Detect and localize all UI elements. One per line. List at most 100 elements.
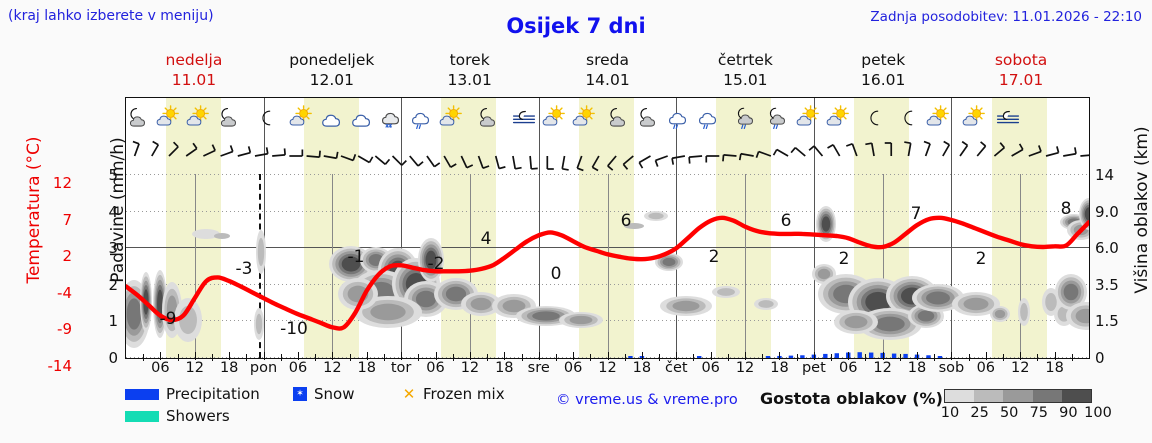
weather-icon-sun-cloud [438,105,464,131]
x-tick-6 [160,352,162,360]
x-tick-78 [573,352,575,360]
x-tick-156 [1020,352,1022,360]
svg-text:6: 6 [621,211,632,231]
precipitation-tick-3: 2 [108,275,118,294]
x-axis-label-15: čet [664,360,688,376]
x-tick-84 [607,352,609,360]
x-axis-label-21: 12 [873,360,892,376]
x-tick-3 [143,354,145,361]
weather-icon-moon-cloud [635,105,661,131]
x-axis-label-18: 18 [770,360,789,376]
daylight-band-3 [441,140,497,174]
day-separator-5 [813,98,815,140]
x-tick-108 [745,352,747,360]
weather-icon-moon-cloud-rain [765,105,791,131]
legend-frozen-mix: ✕ Frozen mix [402,385,505,403]
cloud-scale-step-1 [974,390,1004,402]
temperature-tick-5: -14 [47,356,73,375]
svg-text:7: 7 [911,204,922,224]
x-tick-42 [366,352,368,360]
day-date: 11.01 [171,71,217,89]
day-separator-data-3 [538,174,540,358]
day-separator-5 [813,140,815,174]
weather-icon-cloud-snow [378,105,404,131]
x-tick-138 [917,352,919,360]
day-separator-1 [263,140,265,174]
day-date: 15.01 [723,71,768,89]
cloud-scale-step-3 [1032,390,1062,402]
svg-text:2: 2 [839,249,850,269]
cloud-scale-label-5: 100 [1084,405,1112,421]
day-name: četrtek [717,51,773,69]
page-title: Osijek 7 dni [506,14,646,38]
x-axis-label-7: tor [390,360,412,376]
wind-barb-strip [126,140,1089,174]
day-date: 12.01 [309,71,354,89]
midday-gridline-4 [607,174,609,358]
x-tick-24 [263,352,265,360]
weather-icon-moon-cloud [126,105,151,131]
x-tick-120 [813,352,815,360]
x-tick-90 [641,352,643,360]
cloud-scale-step-4 [1061,390,1092,402]
svg-text:-10: -10 [280,319,308,339]
day-date: 14.01 [585,71,630,89]
chart-data-area: -9 -3 -10 -1 -2 4 0 6 2 6 2 7 2 8 [126,174,1089,358]
chart-legend: Precipitation Showers ✶ Snow ✕ Frozen mi… [125,385,555,435]
x-axis-label-9: 12 [460,360,480,376]
svg-text:-9: -9 [160,309,177,329]
weather-icon-cloud-rain [695,105,721,131]
svg-text:-2: -2 [428,254,445,274]
cloud-height-axis-ticks: 14 9.0 6.0 3.5 1.5 0 [1095,166,1145,367]
cloud-scale-step-2 [1003,390,1033,402]
day-separator-6 [951,98,953,140]
day-name: nedelja [165,51,223,69]
legend-frozen-mix-label: Frozen mix [423,385,505,403]
x-tick-96 [676,352,678,360]
day-separator-6 [951,140,953,174]
precipitation-tick-1: 4 [108,202,118,221]
x-tick-99 [693,354,695,361]
legend-snow-label: Snow [314,385,355,403]
x-axis-label-24: 06 [976,360,996,376]
x-axis-label-22: 18 [907,360,927,376]
last-update-text: Zadnja posodobitev: 11.01.2026 - 22:10 [870,9,1142,25]
precipitation-tick-2: 3 [108,239,118,257]
svg-text:8: 8 [1061,199,1072,219]
weather-icon-strip [126,98,1089,140]
day-separator-data-6 [951,174,953,358]
legend-showers-label: Showers [166,407,230,425]
x-tick-30 [297,352,299,360]
x-tick-126 [848,352,850,360]
x-tick-144 [951,352,953,360]
midday-gridline-6 [882,174,884,358]
cloud-height-tick-2: 6.0 [1095,239,1119,257]
x-tick-162 [1054,352,1056,360]
x-tick-66 [504,352,506,360]
wind-barbs [132,140,1089,172]
precipitation-tick-0: 5 [108,166,118,184]
x-tick-135 [899,354,901,361]
x-axis-label-1: 12 [185,360,205,376]
daylight-band-7 [991,140,1047,174]
svg-text:2: 2 [709,247,720,267]
svg-text:4: 4 [481,229,492,249]
legend-precipitation: Precipitation [125,385,260,403]
day-separator-1 [263,98,265,140]
x-tick-45 [383,354,385,361]
day-name: sreda [586,51,629,69]
day-separator-data-5 [813,174,815,358]
svg-text:2: 2 [976,249,987,269]
x-tick-33 [315,354,317,361]
x-tick-54 [435,352,437,360]
x-tick-105 [727,354,729,361]
day-date: 16.01 [861,71,906,89]
temperature-line [126,215,1089,331]
x-axis-ticks [126,352,1089,361]
legend-precipitation-label: Precipitation [166,385,260,403]
daylight-band-7 [991,174,1047,358]
credit-text: © vreme.us & vreme.pro [556,392,738,408]
header-bar: (kraj lahko izberete v meniju) Osijek 7 … [0,0,1152,38]
midday-gridline-1 [194,174,196,358]
x-tick-27 [280,354,282,361]
